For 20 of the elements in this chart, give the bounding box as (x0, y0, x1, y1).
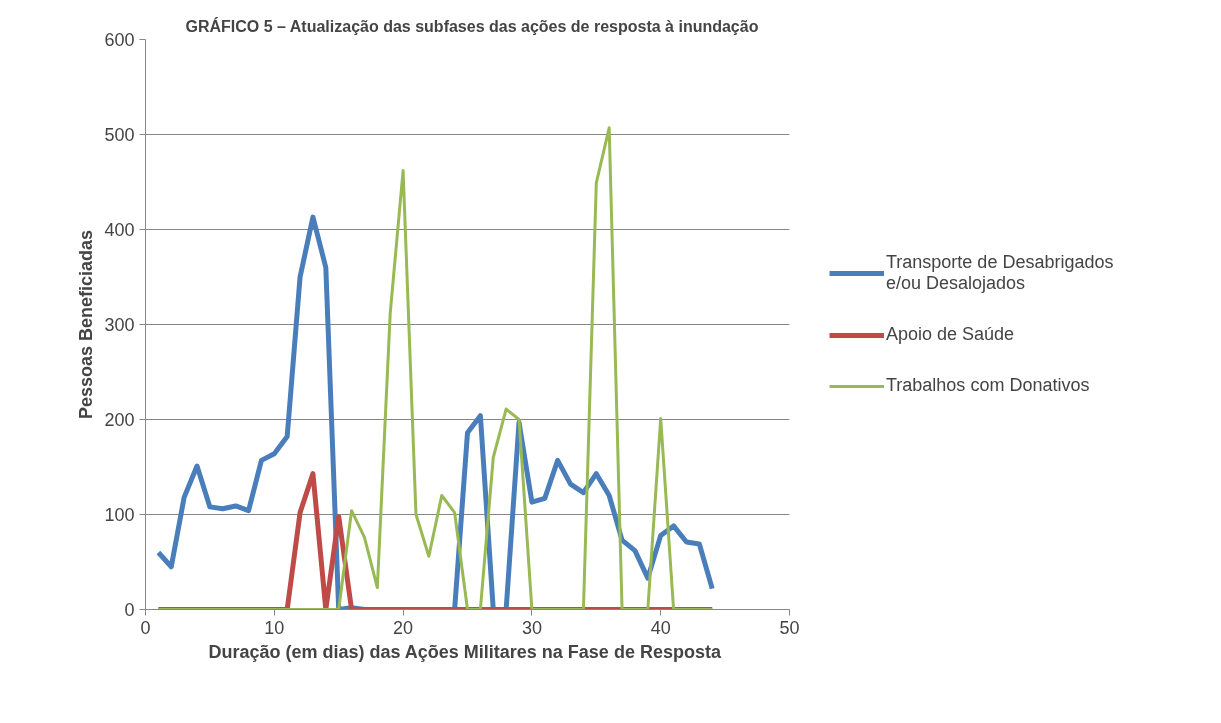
y-tick-label: 100 (104, 505, 135, 525)
y-tick-label: 500 (104, 125, 135, 145)
y-tick-label: 0 (124, 600, 135, 620)
legend-label: Trabalhos com Donativos (886, 375, 1090, 396)
y-tick-label: 600 (104, 30, 135, 50)
legend-label: Transporte de Desabrigados e/ou Desalojados (886, 252, 1114, 294)
y-tick-label: 300 (104, 315, 135, 335)
line-series (156, 126, 714, 610)
y-tick-label: 200 (104, 410, 135, 430)
x-tick-label: 10 (264, 617, 285, 638)
x-tick-label: 30 (521, 617, 542, 638)
chart-title: GRÁFICO 5 – Atualização das subfases das ações de resposta à inundação (185, 16, 759, 35)
y-axis-title: Pessoas Beneficiadas (76, 229, 97, 420)
x-axis-title: Duração (em dias) das Ações Militares na Fase de Resposta (208, 641, 722, 662)
x-tick-label: 0 (140, 617, 151, 638)
x-tick-label: 50 (779, 617, 800, 638)
y-tick-label: 400 (104, 220, 135, 240)
x-tick-label: 40 (650, 617, 671, 638)
legend-label: Apoio de Saúde (886, 324, 1015, 345)
x-tick-label: 20 (393, 617, 414, 638)
